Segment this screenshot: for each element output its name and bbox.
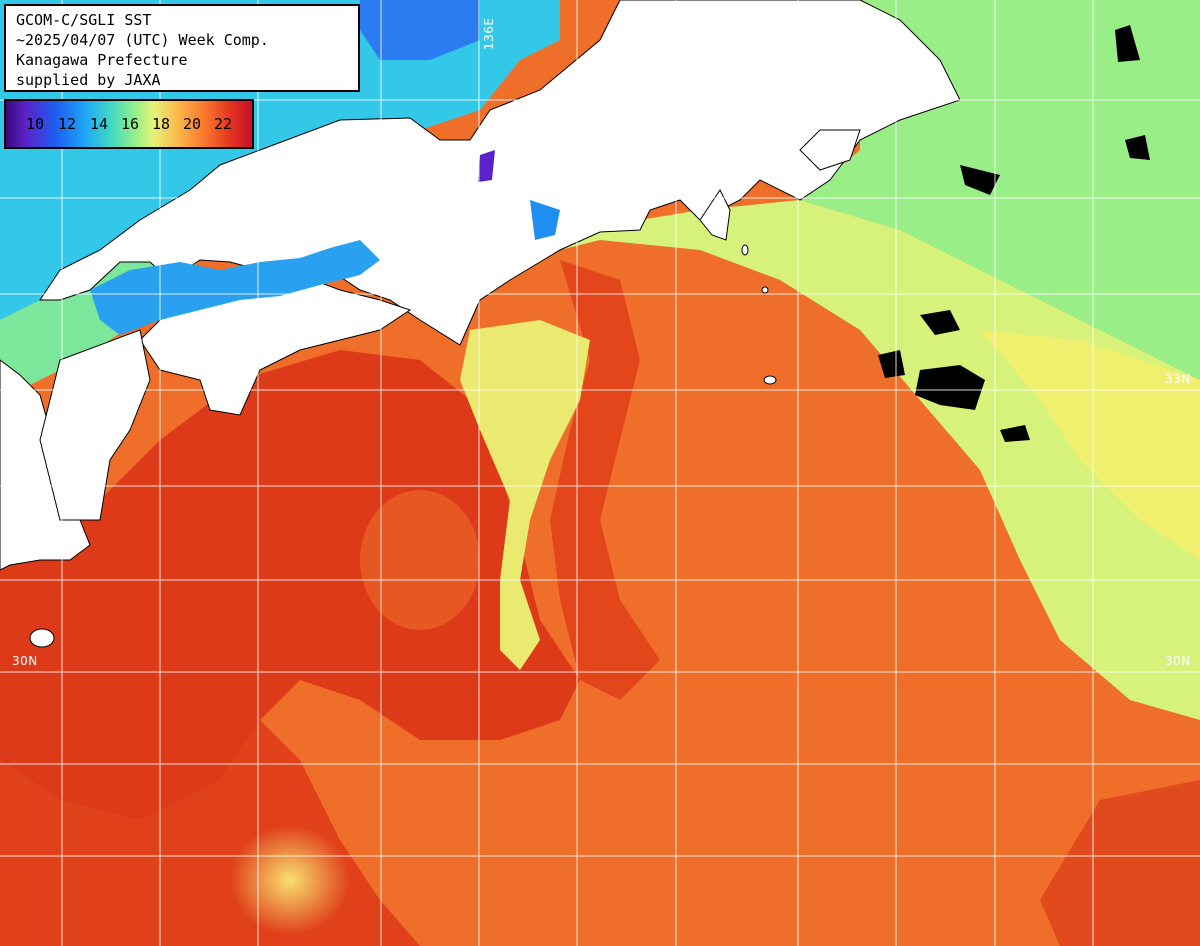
legend-tick-label: 14 bbox=[90, 115, 109, 133]
cold-north-blue bbox=[360, 0, 480, 60]
legend-tick-label: 16 bbox=[121, 115, 140, 133]
pale-eddy-south bbox=[230, 825, 350, 935]
legend-tick-label: 18 bbox=[152, 115, 171, 133]
latitude-label-30n-right: 30N bbox=[1165, 654, 1191, 668]
kuroshio-west bbox=[0, 350, 580, 820]
island-tanegashima bbox=[29, 628, 55, 648]
title-box: GCOM-C/SGLI SST ~2025/04/07 (UTC) Week C… bbox=[4, 4, 360, 92]
island-small-1 bbox=[763, 375, 777, 385]
yellow-band bbox=[980, 330, 1200, 560]
land-kyushu-upper bbox=[39, 329, 151, 521]
pale-eddy-mid bbox=[360, 490, 480, 630]
latitude-label-30n-left: 30N bbox=[12, 654, 38, 668]
legend-tick-label: 10 bbox=[26, 115, 45, 133]
title-line-4: supplied by JAXA bbox=[16, 71, 161, 89]
legend-tick-label: 12 bbox=[58, 115, 77, 133]
longitude-label-136e: 136E bbox=[482, 17, 496, 51]
island-small-2 bbox=[761, 286, 769, 294]
land-boso bbox=[799, 129, 861, 171]
ise-bay bbox=[530, 200, 560, 240]
southeast-warm bbox=[1040, 780, 1200, 946]
pale-water-east bbox=[560, 200, 1200, 720]
cloud-mask bbox=[878, 25, 1150, 442]
legend-tick-label: 22 bbox=[214, 115, 233, 133]
title-line-3: Kanagawa Prefecture bbox=[16, 51, 188, 69]
land-izu bbox=[699, 189, 731, 241]
latitude-label-33n: 33N bbox=[1165, 372, 1191, 386]
island-small-3 bbox=[741, 244, 749, 256]
title-line-1: GCOM-C/SGLI SST bbox=[16, 11, 152, 29]
land-shikoku bbox=[139, 274, 412, 416]
seto-inland-sea bbox=[90, 240, 380, 335]
color-scale-legend: 10 12 14 16 18 20 22 bbox=[4, 99, 254, 149]
cold-spot-biwa bbox=[478, 150, 495, 182]
legend-tick-label: 20 bbox=[183, 115, 202, 133]
title-line-2: ~2025/04/07 (UTC) Week Comp. bbox=[16, 31, 269, 49]
cool-tongue bbox=[460, 320, 590, 670]
